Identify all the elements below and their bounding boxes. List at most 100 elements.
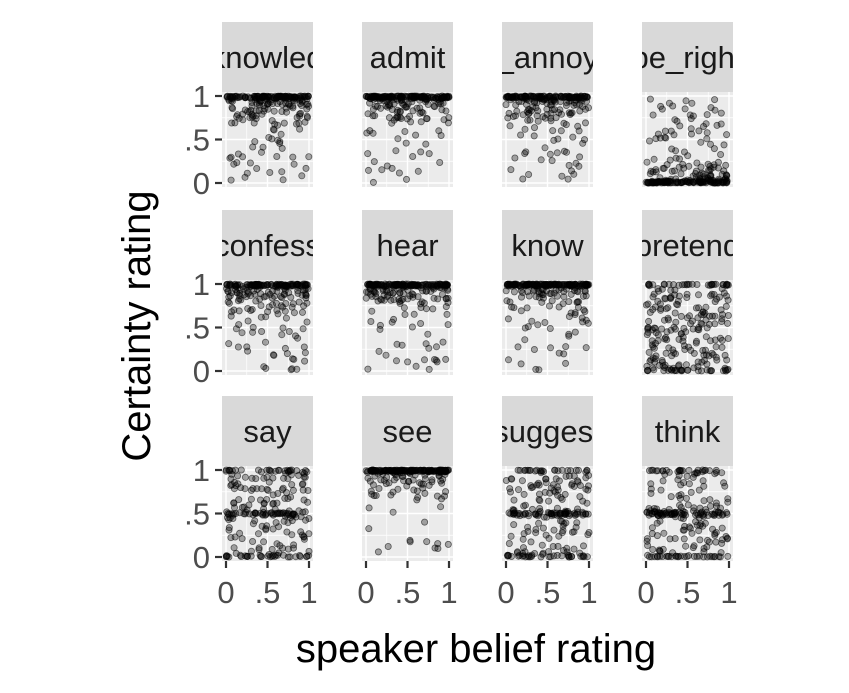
panels: acknowledge admit be_annoyedbe_rightconfes… <box>222 22 743 561</box>
data-point <box>425 481 433 489</box>
data-point <box>687 346 695 354</box>
data-point <box>642 178 650 186</box>
data-point <box>417 303 425 311</box>
data-point <box>368 281 376 289</box>
data-point <box>510 304 518 312</box>
data-point <box>524 116 532 124</box>
data-point <box>253 164 261 172</box>
data-point <box>547 289 555 297</box>
data-point <box>643 158 651 166</box>
data-point <box>228 308 236 316</box>
data-point <box>642 301 650 309</box>
data-point <box>260 499 268 507</box>
data-point <box>287 366 295 374</box>
data-point <box>696 178 704 186</box>
data-point <box>532 526 540 534</box>
data-point <box>422 340 430 348</box>
data-point <box>538 467 546 475</box>
data-point <box>710 510 718 518</box>
data-point <box>293 467 301 475</box>
data-point <box>243 169 251 177</box>
data-point <box>260 538 268 546</box>
data-point <box>299 325 307 333</box>
data-point <box>233 111 241 119</box>
data-point <box>241 473 249 481</box>
data-point <box>578 314 586 322</box>
data-point <box>671 309 679 317</box>
data-point <box>303 552 311 560</box>
data-point <box>547 117 555 125</box>
x-axis-title: speaker belief rating <box>296 627 656 671</box>
y-tick-label: .5 <box>184 123 210 158</box>
data-point <box>268 117 276 125</box>
data-point <box>303 105 311 113</box>
data-point <box>677 312 685 320</box>
data-point <box>278 331 286 339</box>
data-point <box>654 285 662 293</box>
data-point <box>671 535 679 543</box>
data-point <box>507 281 515 289</box>
data-point <box>674 468 682 476</box>
data-point <box>554 542 562 550</box>
data-point <box>268 294 276 302</box>
data-point <box>272 551 280 559</box>
data-point <box>653 552 661 560</box>
data-point <box>718 524 726 532</box>
data-point <box>366 477 374 485</box>
data-point <box>295 282 303 290</box>
data-point <box>647 489 655 497</box>
data-point <box>645 504 653 512</box>
data-point <box>396 108 404 116</box>
data-point <box>554 467 562 475</box>
data-point <box>277 130 285 138</box>
data-point <box>442 107 450 115</box>
data-point <box>699 477 707 485</box>
data-point <box>268 301 276 309</box>
facet-strip-label: pretend <box>635 228 740 263</box>
data-point <box>557 127 565 135</box>
data-point <box>249 143 257 151</box>
data-point <box>650 366 658 374</box>
data-point <box>700 548 708 556</box>
data-point <box>660 281 668 289</box>
data-point <box>434 545 442 553</box>
data-point <box>518 293 526 301</box>
data-point <box>525 292 533 300</box>
data-point <box>658 512 666 520</box>
data-point <box>223 93 231 101</box>
data-point <box>562 472 570 480</box>
data-point <box>227 153 235 161</box>
data-point <box>506 122 514 130</box>
data-point <box>711 106 719 114</box>
data-point <box>365 525 373 533</box>
data-point <box>707 176 715 184</box>
data-point <box>438 106 446 114</box>
data-point <box>257 148 265 156</box>
data-point <box>541 144 549 152</box>
data-point <box>677 170 685 178</box>
data-point <box>251 290 259 298</box>
data-point <box>675 163 683 171</box>
data-point <box>256 551 264 559</box>
x-axis-ticks: 0 .5 1 0 .5 1 0 .5 1 0 .5 1 <box>217 561 738 610</box>
data-point <box>649 111 657 119</box>
data-point <box>429 305 437 313</box>
data-point <box>284 553 292 561</box>
data-point <box>225 516 233 524</box>
data-point <box>579 139 587 147</box>
facet-strip <box>642 396 733 466</box>
facet-strip-label: be_right <box>631 40 743 75</box>
data-point <box>400 304 408 312</box>
data-point <box>697 311 705 319</box>
data-point <box>557 517 565 525</box>
data-point <box>284 468 292 476</box>
data-point <box>542 531 550 539</box>
data-point <box>259 93 267 101</box>
data-point <box>263 485 271 493</box>
data-point <box>710 145 718 153</box>
data-point <box>261 338 269 346</box>
data-point <box>282 314 290 322</box>
data-point <box>712 538 720 546</box>
data-point <box>684 152 692 160</box>
facet-strip <box>222 210 313 280</box>
